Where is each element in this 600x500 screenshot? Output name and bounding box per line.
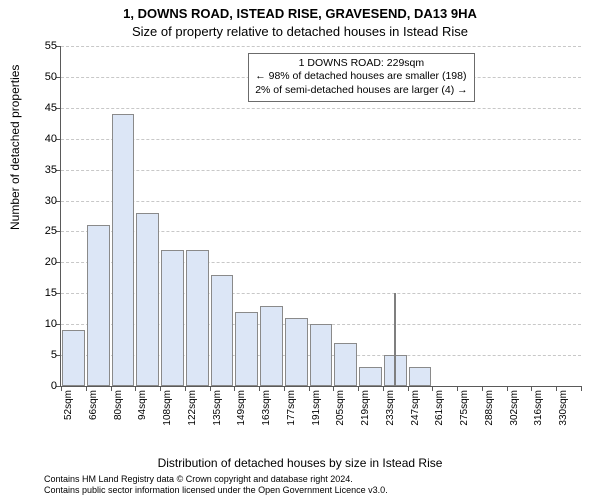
- gridline: [61, 201, 581, 202]
- x-tick-mark: [482, 386, 483, 391]
- annotation-line: 1 DOWNS ROAD: 229sqm: [255, 57, 467, 71]
- x-tick-label: 135sqm: [212, 390, 223, 430]
- annotation-line: 2% of semi-detached houses are larger (4…: [255, 84, 467, 98]
- chart-title-main: 1, DOWNS ROAD, ISTEAD RISE, GRAVESEND, D…: [0, 6, 600, 21]
- histogram-bar: [186, 250, 209, 386]
- footer-line1: Contains HM Land Registry data © Crown c…: [44, 474, 388, 485]
- x-tick-label: 122sqm: [187, 390, 198, 430]
- y-tick-label: 45: [27, 102, 57, 114]
- x-tick-mark: [61, 386, 62, 391]
- x-tick-mark: [259, 386, 260, 391]
- y-tick-label: 40: [27, 133, 57, 145]
- x-tick-mark: [507, 386, 508, 391]
- annotation-box: 1 DOWNS ROAD: 229sqm← 98% of detached ho…: [248, 53, 474, 102]
- y-tick-label: 10: [27, 318, 57, 330]
- x-tick-mark: [358, 386, 359, 391]
- gridline: [61, 139, 581, 140]
- x-tick-label: 316sqm: [533, 390, 544, 430]
- histogram-bar: [409, 367, 432, 386]
- histogram-bar: [235, 312, 258, 386]
- histogram-bar: [211, 275, 234, 386]
- y-tick-label: 50: [27, 71, 57, 83]
- x-tick-label: 233sqm: [385, 390, 396, 430]
- chart-container: 1, DOWNS ROAD, ISTEAD RISE, GRAVESEND, D…: [0, 0, 600, 500]
- x-tick-label: 94sqm: [137, 390, 148, 430]
- property-marker-line: [394, 293, 396, 386]
- x-tick-label: 247sqm: [410, 390, 421, 430]
- histogram-bar: [161, 250, 184, 386]
- histogram-bar: [334, 343, 357, 386]
- x-tick-mark: [581, 386, 582, 391]
- x-tick-label: 191sqm: [311, 390, 322, 430]
- x-tick-mark: [86, 386, 87, 391]
- x-tick-mark: [284, 386, 285, 391]
- x-tick-label: 288sqm: [484, 390, 495, 430]
- y-axis-label: Number of detached properties: [8, 65, 22, 230]
- y-tick-label: 25: [27, 225, 57, 237]
- annotation-line: ← 98% of detached houses are smaller (19…: [255, 70, 467, 84]
- x-tick-mark: [309, 386, 310, 391]
- gridline: [61, 46, 581, 47]
- footer-text: Contains HM Land Registry data © Crown c…: [44, 474, 388, 496]
- x-tick-mark: [383, 386, 384, 391]
- histogram-bar: [62, 330, 85, 386]
- y-tick-label: 0: [27, 380, 57, 392]
- histogram-bar: [285, 318, 308, 386]
- x-tick-label: 261sqm: [434, 390, 445, 430]
- y-tick-label: 55: [27, 40, 57, 52]
- x-tick-label: 177sqm: [286, 390, 297, 430]
- histogram-bar: [260, 306, 283, 386]
- y-tick-label: 35: [27, 164, 57, 176]
- x-tick-label: 205sqm: [335, 390, 346, 430]
- x-tick-mark: [111, 386, 112, 391]
- chart-title-sub: Size of property relative to detached ho…: [0, 24, 600, 39]
- x-tick-label: 275sqm: [459, 390, 470, 430]
- histogram-bar: [136, 213, 159, 386]
- x-tick-mark: [160, 386, 161, 391]
- x-tick-label: 80sqm: [113, 390, 124, 430]
- histogram-bar: [359, 367, 382, 386]
- x-tick-label: 108sqm: [162, 390, 173, 430]
- footer-line2: Contains public sector information licen…: [44, 485, 388, 496]
- histogram-bar: [310, 324, 333, 386]
- histogram-bar: [112, 114, 135, 386]
- x-tick-label: 149sqm: [236, 390, 247, 430]
- gridline: [61, 170, 581, 171]
- histogram-bar: [87, 225, 110, 386]
- y-tick-label: 30: [27, 195, 57, 207]
- x-tick-label: 52sqm: [63, 390, 74, 430]
- x-tick-label: 163sqm: [261, 390, 272, 430]
- plot-area: 051015202530354045505552sqm66sqm80sqm94s…: [60, 46, 581, 387]
- x-tick-label: 330sqm: [558, 390, 569, 430]
- x-tick-label: 66sqm: [88, 390, 99, 430]
- x-tick-mark: [185, 386, 186, 391]
- x-axis-label: Distribution of detached houses by size …: [0, 456, 600, 470]
- x-tick-label: 302sqm: [509, 390, 520, 430]
- y-tick-label: 5: [27, 349, 57, 361]
- gridline: [61, 108, 581, 109]
- x-tick-mark: [210, 386, 211, 391]
- y-tick-label: 20: [27, 256, 57, 268]
- y-tick-label: 15: [27, 287, 57, 299]
- x-tick-mark: [408, 386, 409, 391]
- x-tick-label: 219sqm: [360, 390, 371, 430]
